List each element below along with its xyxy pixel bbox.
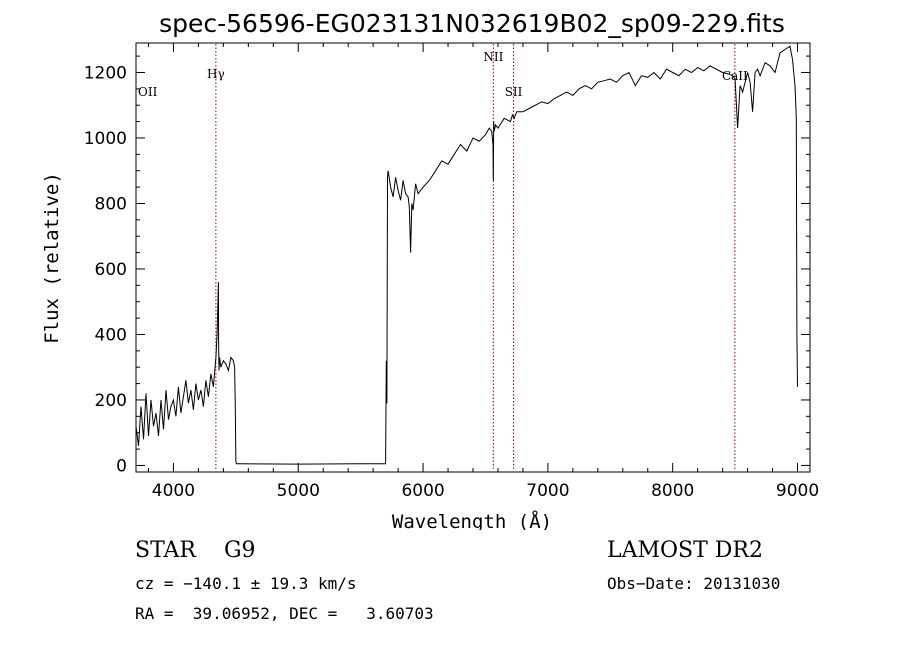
- y-tick-label: 1000: [84, 129, 127, 149]
- line-marker-label: OII: [138, 85, 158, 99]
- survey-name: LAMOST DR2: [607, 538, 763, 563]
- sky-coordinates: RA = 39.06952, DEC = 3.60703: [135, 604, 434, 623]
- x-tick-label: 8000: [651, 481, 694, 501]
- observation-date: Obs−Date: 20131030: [607, 574, 781, 593]
- x-tick-label: 9000: [776, 481, 819, 501]
- line-marker-label: NII: [483, 50, 503, 64]
- y-tick-label: 800: [95, 194, 127, 214]
- plot-frame: [135, 42, 811, 473]
- spectrum-chart: spec-56596-EG023131N032619B02_sp09-229.f…: [41, 9, 819, 530]
- spectrum-line: [135, 45, 798, 465]
- x-tick-label: 4000: [152, 481, 195, 501]
- line-marker-label: Hγ: [207, 67, 225, 81]
- x-tick-label: 7000: [526, 481, 569, 501]
- y-axis-label: Flux (relative): [41, 172, 63, 344]
- line-markers: OII Hγ NII SII CaII: [138, 44, 748, 471]
- y-tick-label: 400: [95, 325, 127, 345]
- y-tick-label: 200: [95, 391, 127, 411]
- chart-title: spec-56596-EG023131N032619B02_sp09-229.f…: [159, 9, 785, 38]
- line-marker-label: CaII: [722, 69, 748, 83]
- axis-ticks: 4000 5000 6000 7000 8000 9000 0 200 400 600 800 100…: [84, 43, 819, 501]
- redshift-velocity: cz = −140.1 ± 19.3 km/s: [135, 574, 357, 593]
- line-marker-label: SII: [505, 85, 523, 99]
- x-tick-label: 6000: [401, 481, 444, 501]
- y-tick-label: 0: [116, 456, 127, 476]
- x-tick-label: 5000: [277, 481, 320, 501]
- object-class: STAR G9: [135, 538, 256, 563]
- y-tick-label: 1200: [84, 63, 127, 83]
- x-axis-label: Wavelength (Å): [392, 510, 552, 530]
- y-tick-label: 600: [95, 260, 127, 280]
